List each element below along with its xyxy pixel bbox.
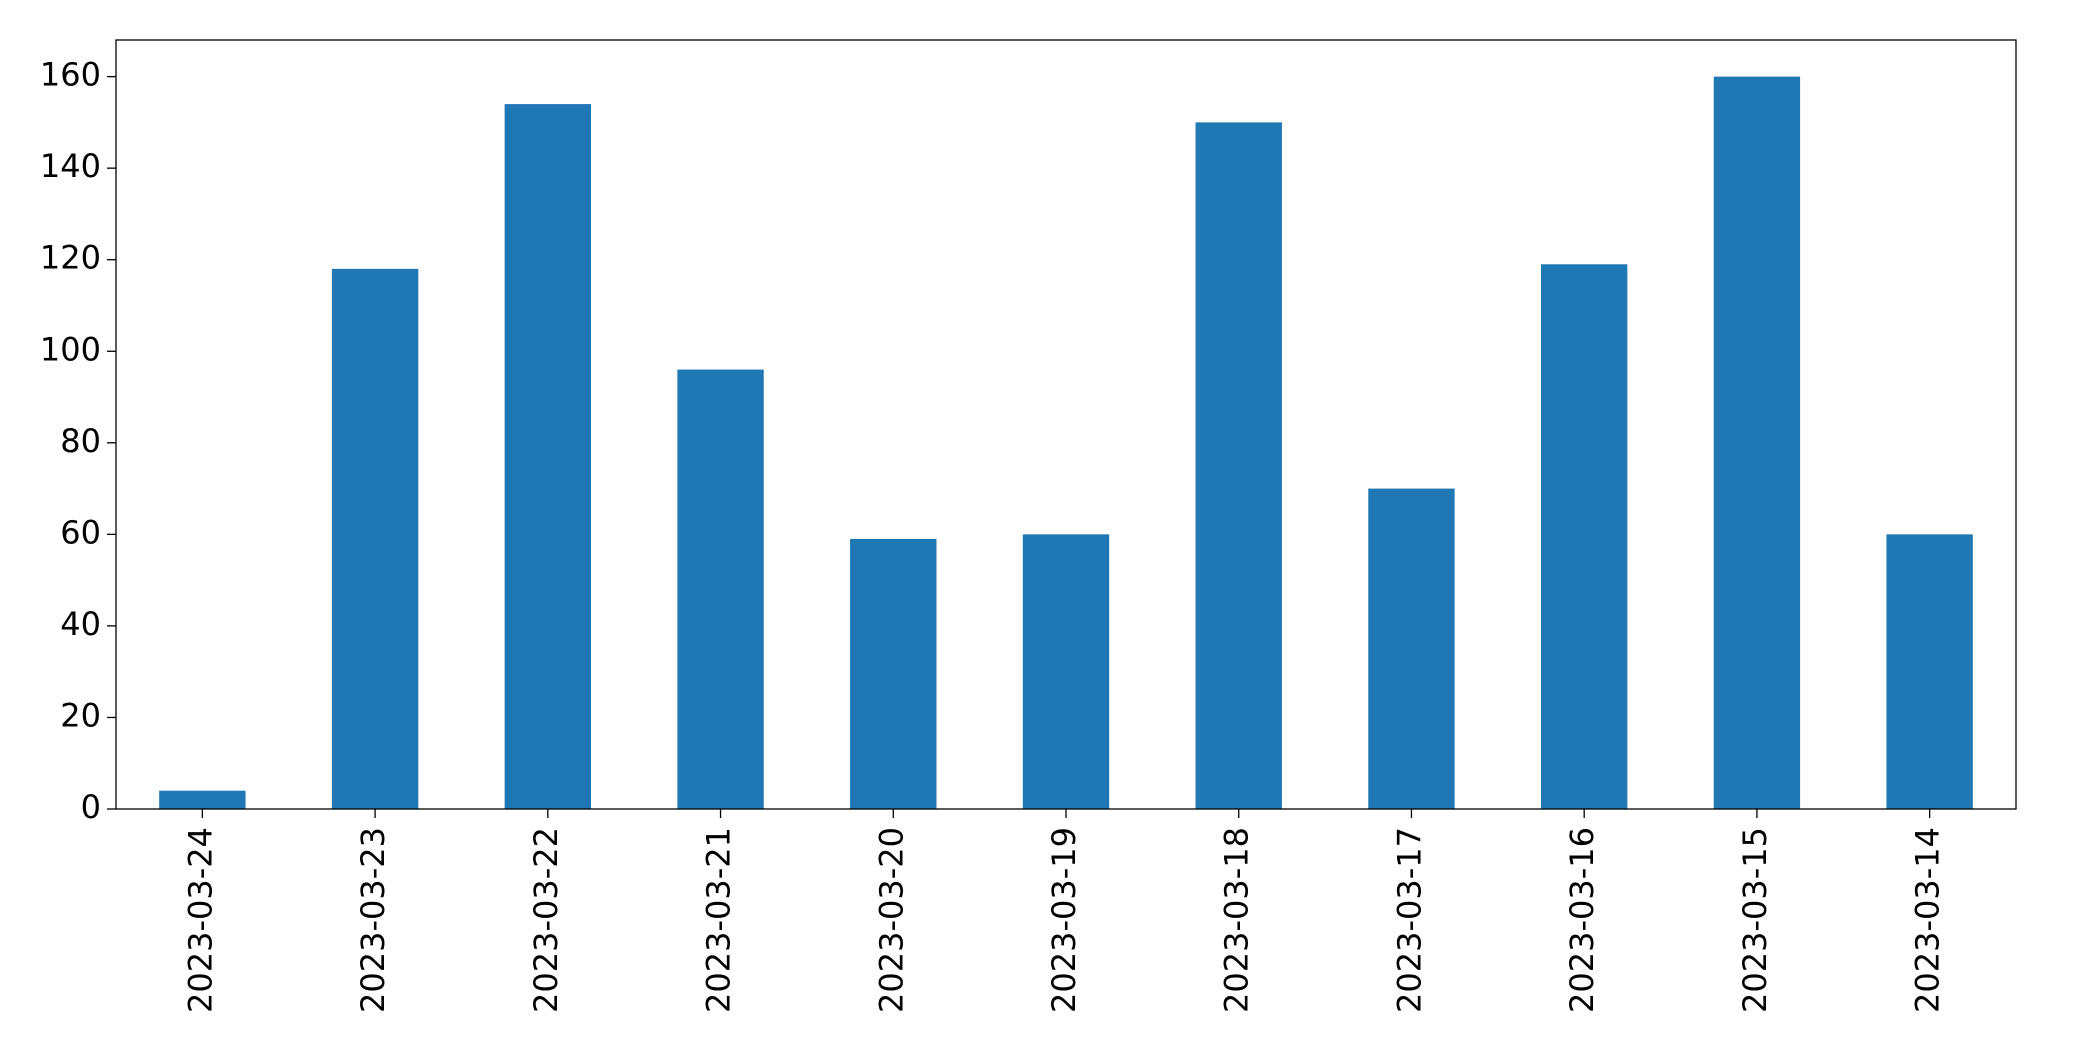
y-tick-label: 160	[40, 56, 101, 94]
y-tick-label: 60	[60, 513, 101, 551]
x-tick-label: 2023-03-14	[1909, 827, 1947, 1013]
y-tick-label: 100	[40, 330, 101, 368]
x-tick-label: 2023-03-19	[1045, 827, 1083, 1013]
x-tick-label: 2023-03-21	[700, 827, 738, 1013]
bar	[331, 268, 419, 810]
bar	[1713, 76, 1801, 810]
y-tick-label: 40	[60, 605, 101, 643]
y-tick-label: 80	[60, 422, 101, 460]
x-tick-label: 2023-03-18	[1218, 827, 1256, 1013]
bar	[1022, 534, 1110, 809]
y-tick-label: 120	[40, 239, 101, 277]
bar	[1368, 488, 1455, 809]
x-tick-label: 2023-03-16	[1563, 827, 1601, 1013]
bar	[1541, 264, 1628, 810]
x-tick-label: 2023-03-15	[1736, 827, 1774, 1013]
x-tick-label: 2023-03-20	[872, 827, 910, 1013]
bar	[850, 538, 937, 809]
bar	[1886, 534, 1973, 809]
plot-frame	[115, 39, 2017, 810]
y-tick-label: 20	[60, 696, 101, 734]
bar	[677, 369, 764, 809]
bar	[504, 104, 591, 810]
bar	[1195, 122, 1282, 809]
x-tick-label: 2023-03-17	[1390, 827, 1428, 1013]
y-tick-label: 0	[81, 788, 101, 826]
bar	[159, 790, 246, 809]
x-tick-label: 2023-03-24	[181, 827, 219, 1013]
x-tick-label: 2023-03-23	[354, 827, 392, 1013]
x-tick-label: 2023-03-22	[527, 827, 565, 1013]
y-tick-label: 140	[40, 147, 101, 185]
